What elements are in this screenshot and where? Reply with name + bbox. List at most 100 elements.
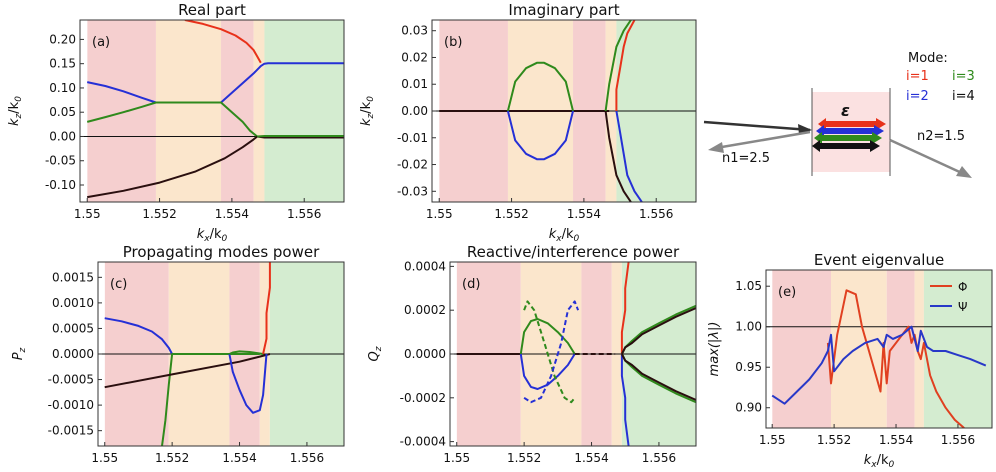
series-line-i-2-dash: [523, 300, 580, 404]
band-red-0: [87, 20, 156, 202]
y-tick-label: 0.20: [49, 32, 76, 46]
mode-arrow-2: [816, 125, 884, 137]
x-axis-label: kx/k0: [197, 227, 228, 244]
mode-legend-i2: i=2: [906, 89, 929, 104]
incident-ray: [703, 120, 811, 132]
plot-frame: [79, 19, 345, 203]
x-tick-label: 1.556: [290, 451, 324, 465]
series-line-i-1: [262, 262, 271, 355]
panel-letter: (d): [462, 277, 480, 292]
series-line--: [771, 325, 987, 405]
x-tick-label: 1.556: [941, 433, 975, 447]
chart-a: 1.55 1.552 1.554 1.556 -0.10 -0.05 0.00 0.05 0.1…: [7, 1, 345, 244]
band-green-4: [923, 270, 992, 428]
series-line-i-3: [86, 101, 258, 138]
y-axis-label: kz/k0: [7, 96, 24, 126]
series-line-i-4: [87, 135, 258, 199]
series-line-i-1: [184, 20, 262, 64]
chart-c: 1.55 1.552 1.554 1.556 -0.0015 -0.0010 -0.0005…: [11, 243, 345, 472]
chart-title: Propagating modes power: [123, 243, 320, 261]
epsilon-label: ε: [841, 101, 850, 120]
band-orange-1: [155, 20, 222, 202]
series-line-i-2: [86, 81, 157, 104]
legend-label: Ψ: [958, 300, 967, 314]
x-tick-label: 1.552: [817, 433, 851, 447]
y-tick-label: 0.0000: [52, 347, 94, 361]
mode-arrow-3: [814, 132, 882, 144]
x-tick-label: 1.55: [426, 207, 453, 221]
series-line-i-4-down: [621, 353, 696, 401]
mode-arrow-1: [818, 118, 886, 130]
mode-arrow-4: [812, 140, 880, 152]
band-red-2: [221, 20, 254, 202]
series-line-i-3-loop: [228, 350, 264, 355]
x-tick-label: 1.556: [642, 451, 676, 465]
series-group-e: [771, 289, 987, 428]
y-tick-label: 0.02: [401, 50, 428, 64]
series-line-i-2-loop: [519, 353, 576, 390]
series-line-i-1: [620, 262, 630, 354]
y-tick-label: 0.0005: [52, 321, 94, 335]
band-orange-3: [914, 270, 924, 428]
y-tick-label: 0.0004: [404, 259, 446, 273]
y-tick-label: -0.0004: [400, 435, 446, 449]
y-tick-label: -0.0002: [400, 391, 446, 405]
x-tick-label: 1.55: [74, 207, 101, 221]
y-axis-label: Qz: [367, 346, 384, 361]
series-line-i-2-loop: [506, 110, 574, 161]
x-tick-label: 1.556: [639, 207, 673, 221]
band-blank: [766, 270, 773, 428]
series-group-a: [86, 20, 344, 199]
mode-legend-i1: i=1: [906, 69, 929, 84]
y-tick-label: 0.05: [49, 105, 76, 119]
y-axis-label: Pz: [11, 347, 28, 360]
series-group-c: [104, 262, 271, 446]
transmitted-ray: [889, 138, 965, 176]
plot-frame: [765, 269, 993, 429]
series-line-i-4-up: [621, 307, 696, 355]
y-tick-label: 0.15: [49, 57, 76, 71]
x-tick-label: 1.554: [567, 207, 601, 221]
mode-legend-i3: i=3: [952, 69, 975, 84]
band-orange-1: [831, 270, 887, 428]
y-tick-label: 1.05: [735, 279, 762, 293]
y-tick-label: 1.00: [735, 320, 762, 334]
y-tick-label: -0.10: [45, 178, 76, 192]
y-tick-label: 0.95: [735, 360, 762, 374]
y-tick-label: 0.90: [735, 401, 762, 415]
chart-title: Event eigenvalue: [814, 251, 944, 269]
mode-legend-title: Mode:: [908, 51, 948, 66]
x-axis-label: kx/k0: [864, 453, 895, 470]
x-tick-label: 1.55: [91, 451, 118, 465]
panel-letter: (c): [110, 277, 127, 292]
schematic-diagram: ε n1=2.5 n2=1.5 Mode: i=1 i=3 i=2 i=4: [703, 51, 975, 178]
y-tick-label: -0.0005: [48, 373, 94, 387]
n1-label: n1=2.5: [722, 151, 770, 166]
y-tick-label: 0.0000: [404, 347, 446, 361]
series-line-i-2-loop: [228, 353, 268, 414]
series-group-b: [439, 20, 643, 202]
y-axis-label: kz/k0: [359, 96, 376, 126]
y-tick-label: -0.03: [397, 184, 428, 198]
series-line-i-3b: [257, 135, 344, 138]
y-tick-label: 0.00: [401, 104, 428, 118]
chart-title: Imaginary part: [508, 1, 619, 19]
series-line-i-1: [615, 20, 636, 111]
x-tick-label: 1.554: [215, 207, 249, 221]
y-tick-label: 0.10: [49, 81, 76, 95]
legend-label: Φ: [958, 280, 967, 294]
band-orange-3: [253, 20, 265, 202]
series-line-i-3: [161, 353, 260, 446]
series-line-i-2: [104, 317, 173, 355]
x-tick-label: 1.55: [759, 433, 786, 447]
reflected-arrowhead: [708, 142, 724, 153]
series-line-i-2: [615, 110, 643, 202]
series-line-i-2b: [220, 62, 344, 104]
y-tick-label: 0.03: [401, 24, 428, 38]
series-line-i-2: [620, 354, 630, 446]
chart-title: Real part: [178, 1, 246, 19]
n2-label: n2=1.5: [917, 129, 965, 144]
chart-title: Reactive/interference power: [467, 243, 680, 261]
x-tick-label: 1.552: [494, 207, 528, 221]
